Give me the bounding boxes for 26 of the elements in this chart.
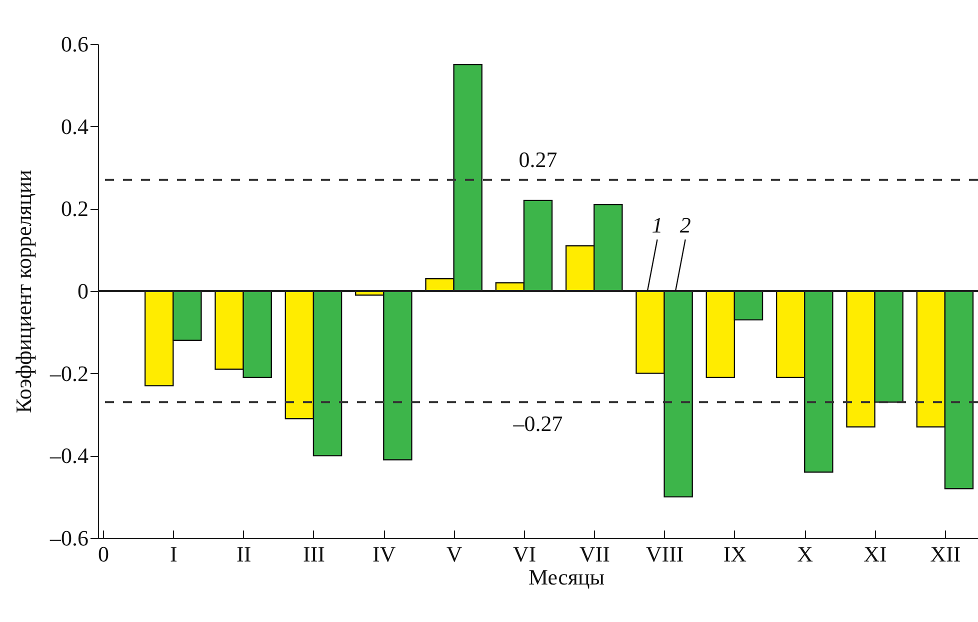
x-tick-label: I [170, 542, 178, 566]
x-tick-label: VIII [646, 542, 684, 566]
x-tick-label: XI [864, 542, 887, 566]
x-tick-label: VI [512, 542, 536, 566]
x-tick-label: V [446, 542, 462, 566]
y-tick-label: –0.4 [49, 443, 88, 468]
y-tick-label: 0 [78, 278, 88, 304]
x-tick-label: XII [930, 542, 961, 566]
y-tick-label: 0.4 [61, 114, 88, 139]
y-tick-label: –0.6 [49, 526, 88, 550]
ref-line-label: –0.27 [512, 411, 563, 436]
x-tick-label: X [797, 542, 814, 566]
x-tick-label: II [236, 542, 252, 566]
y-tick-label: –0.2 [49, 360, 88, 386]
x-tick-label: IX [723, 542, 747, 566]
x-tick-label: III [302, 542, 325, 566]
y-tick-label: 0.2 [61, 196, 88, 222]
x-tick-label: IV [372, 542, 396, 566]
y-axis-title: Коэффициент корреляции [11, 170, 36, 414]
x-tick-label: 0 [98, 542, 109, 566]
x-tick-label: VII [579, 542, 610, 566]
x-axis-title: Месяцы [528, 564, 605, 590]
ref-line-label: 0.27 [518, 146, 558, 172]
text: 1 [652, 212, 663, 238]
y-tick-label: 0.6 [61, 32, 88, 56]
text: 2 [680, 212, 691, 238]
